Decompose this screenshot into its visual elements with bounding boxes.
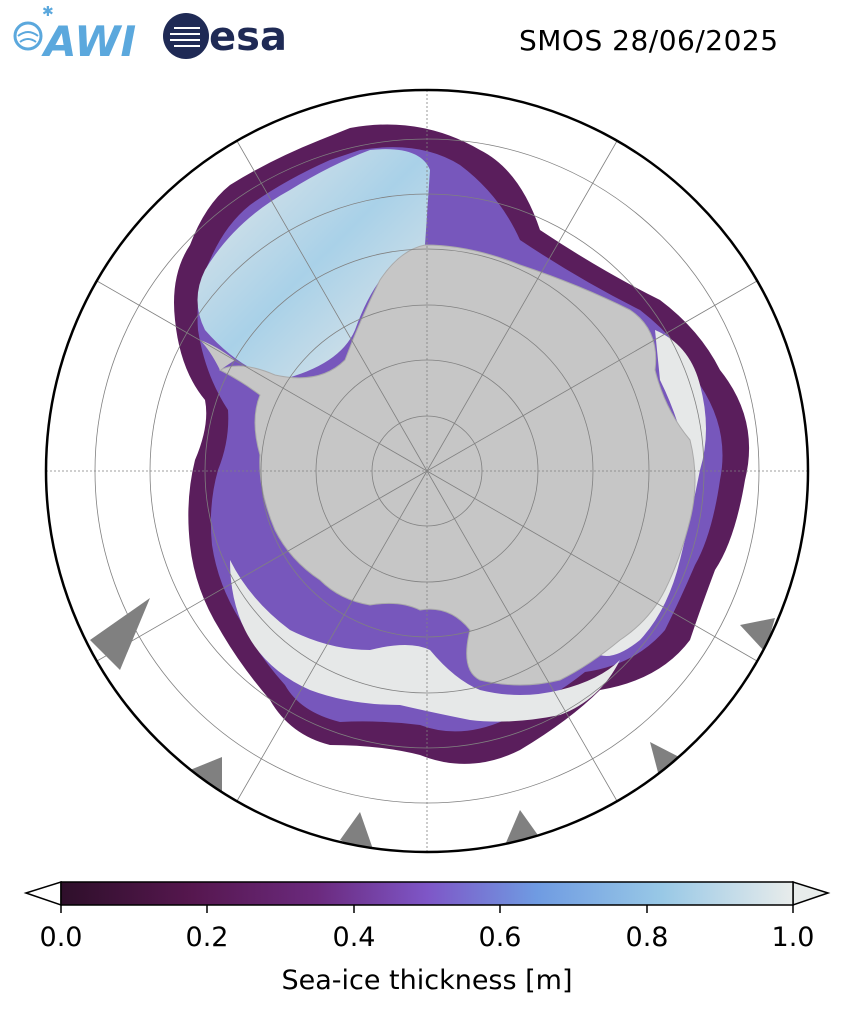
colorbar <box>23 880 831 913</box>
colorbar-tick-label: 0.8 <box>625 922 669 953</box>
esa-logo-text: esa <box>209 14 287 60</box>
logos: ✱ AWI esa <box>13 6 287 62</box>
sea-ice-thick <box>197 149 430 380</box>
colorbar-tick-label: 0.0 <box>39 922 83 953</box>
colorbar-extend-high <box>792 880 831 907</box>
graticule <box>46 90 808 852</box>
colorbar-extend-low <box>23 880 62 907</box>
polar-map <box>44 88 810 854</box>
esa-logo: esa <box>163 13 287 60</box>
awi-logo-text: AWI <box>41 17 136 62</box>
colorbar-tick-label: 1.0 <box>771 922 815 953</box>
antarctic-peninsula <box>200 340 235 370</box>
map-boundary <box>44 88 810 854</box>
sea-ice-thick-south <box>230 560 620 722</box>
colorbar-gradient <box>60 881 794 906</box>
awi-logo: ✱ AWI <box>13 6 136 62</box>
colorbar-tick-label: 0.6 <box>478 922 522 953</box>
colorbar-tick-label: 0.2 <box>185 922 229 953</box>
svg-text:✱: ✱ <box>42 6 54 20</box>
map-title: SMOS 28/06/2025 <box>519 24 779 57</box>
colorbar-tick-label: 0.4 <box>332 922 376 953</box>
colorbar-label: Sea-ice thickness [m] <box>281 965 573 996</box>
antarctica <box>218 244 696 686</box>
masked-regions <box>90 598 775 852</box>
sea-ice-thick-east <box>600 330 706 656</box>
colorbar-ticks <box>60 905 794 913</box>
